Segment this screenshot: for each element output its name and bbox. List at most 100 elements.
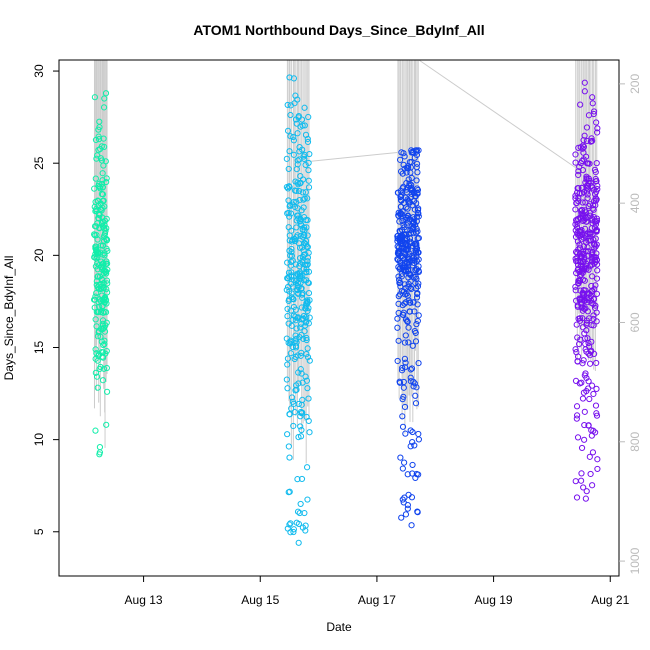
x-axis: Aug 13 Aug 15 Aug 17 Aug 19 Aug 21 — [125, 576, 630, 607]
data-point — [301, 239, 308, 246]
data-point — [411, 327, 418, 335]
data-point — [284, 385, 291, 392]
data-point — [593, 318, 600, 325]
data-point — [99, 184, 106, 191]
chart-title: ATOM1 Northbound Days_Since_BdyInf_All — [193, 22, 484, 38]
data-point — [593, 160, 600, 167]
data-point — [593, 275, 601, 282]
depth-tick-label: 200 — [628, 74, 642, 94]
data-point — [594, 129, 601, 136]
data-point — [579, 360, 586, 367]
data-point — [295, 434, 302, 441]
data-point — [572, 221, 579, 228]
data-point — [91, 304, 98, 311]
data-point — [399, 496, 406, 503]
data-point — [589, 273, 596, 280]
data-point — [96, 224, 103, 231]
data-point — [413, 151, 421, 159]
data-point — [401, 251, 409, 258]
data-point — [581, 132, 588, 139]
data-point — [96, 449, 104, 456]
data-point — [304, 354, 312, 361]
data-point — [286, 411, 293, 418]
data-point — [303, 464, 311, 471]
data-point — [591, 224, 598, 231]
data-point — [406, 182, 413, 189]
x-tick-label: Aug 17 — [358, 593, 396, 607]
data-point — [99, 377, 107, 384]
data-point — [578, 236, 585, 243]
data-point — [590, 206, 597, 213]
data-point — [572, 151, 579, 158]
data-point — [101, 221, 108, 229]
data-point — [574, 303, 581, 310]
data-point — [99, 303, 106, 310]
data-point — [288, 394, 296, 401]
data-point — [415, 436, 422, 443]
data-point — [304, 195, 311, 202]
data-point — [298, 207, 305, 214]
data-point — [407, 366, 414, 373]
data-point — [103, 215, 110, 222]
data-point — [593, 188, 600, 195]
data-point — [411, 206, 418, 213]
data-point — [588, 432, 595, 439]
data-point — [286, 488, 293, 495]
data-point — [104, 247, 111, 255]
data-point — [579, 324, 586, 331]
data-point — [303, 413, 310, 421]
data-point — [303, 334, 310, 342]
data-point — [589, 100, 596, 107]
data-point — [290, 422, 297, 430]
data-point — [401, 403, 409, 411]
data-point — [398, 210, 405, 218]
data-point — [100, 270, 107, 277]
data-point — [579, 199, 586, 206]
data-point — [302, 322, 309, 329]
data-point — [593, 359, 600, 367]
data-point — [405, 339, 412, 346]
data-point — [414, 206, 422, 214]
data-point — [403, 222, 410, 229]
data-point — [584, 244, 591, 251]
data-point — [296, 144, 303, 151]
data-point — [403, 186, 410, 193]
data-point — [283, 155, 290, 162]
data-point — [581, 212, 588, 220]
data-point — [288, 245, 295, 253]
data-point — [100, 341, 107, 349]
data-point — [409, 217, 416, 225]
data-point — [285, 443, 292, 450]
data-point — [292, 317, 299, 324]
data-point — [594, 186, 601, 193]
depth-tick-label: 800 — [628, 431, 642, 451]
data-point — [103, 225, 110, 232]
data-point — [294, 157, 301, 164]
data-point — [293, 382, 300, 389]
data-point — [409, 438, 416, 446]
data-point — [292, 332, 299, 339]
data-point — [588, 282, 595, 290]
data-point — [297, 123, 304, 130]
data-point — [590, 202, 597, 209]
data-point — [286, 454, 293, 461]
data-point — [302, 373, 309, 380]
data-point — [584, 230, 591, 238]
data-point — [284, 127, 292, 134]
data-point — [403, 169, 410, 176]
data-point — [101, 95, 108, 102]
data-point — [304, 135, 311, 143]
data-point — [579, 167, 587, 174]
data-point — [401, 355, 409, 362]
data-point — [91, 254, 98, 261]
data-point — [586, 290, 593, 297]
data-point — [581, 277, 588, 284]
data-point — [592, 169, 599, 176]
data-point — [103, 270, 110, 277]
data-point — [413, 200, 420, 207]
data-point — [285, 320, 292, 327]
data-point — [581, 225, 589, 232]
depth-transit-line — [418, 59, 576, 168]
data-point — [397, 187, 404, 195]
data-point — [572, 206, 579, 213]
